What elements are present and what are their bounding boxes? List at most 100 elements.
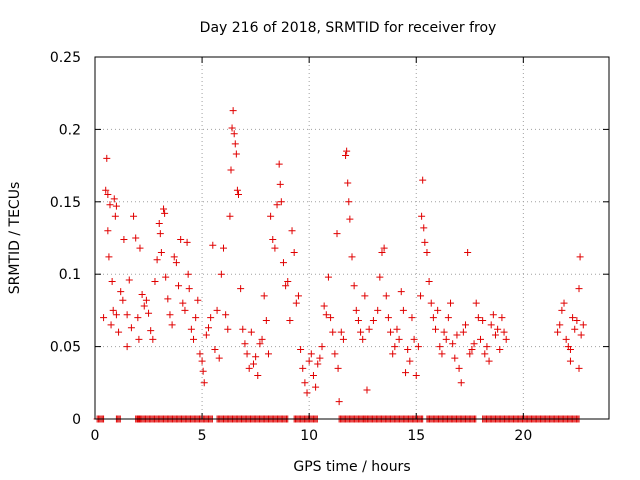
data-point: [337, 328, 345, 336]
data-point: [436, 343, 444, 351]
data-point: [380, 244, 388, 252]
data-point: [145, 309, 153, 317]
data-point: [369, 317, 377, 325]
data-point: [198, 357, 206, 365]
data-point: [425, 277, 433, 285]
data-point: [200, 379, 208, 387]
data-point: [474, 314, 482, 322]
data-point: [161, 209, 169, 217]
data-point: [438, 350, 446, 358]
data-point: [194, 296, 202, 304]
data-point: [489, 311, 497, 319]
data-point: [491, 331, 499, 339]
data-point: [402, 369, 410, 377]
data-point: [112, 311, 120, 319]
data-point: [232, 150, 240, 158]
data-point: [378, 248, 386, 256]
data-point: [391, 343, 399, 351]
data-point: [393, 325, 401, 333]
data-point: [130, 212, 138, 220]
data-point: [185, 285, 193, 293]
data-point: [175, 282, 183, 290]
data-point: [566, 345, 574, 353]
data-point: [429, 314, 437, 322]
data-point: [199, 367, 207, 375]
data-point: [404, 345, 412, 353]
x-tick-label: 20: [514, 428, 532, 444]
data-point: [562, 335, 570, 343]
data-point: [297, 345, 305, 353]
data-point: [106, 201, 114, 209]
data-point: [166, 311, 174, 319]
data-point: [496, 345, 504, 353]
data-point: [316, 354, 324, 362]
data-point: [451, 354, 459, 362]
data-point: [434, 306, 442, 314]
data-point: [397, 288, 405, 296]
data-point: [243, 350, 251, 358]
data-point: [420, 224, 428, 232]
data-point: [284, 277, 292, 285]
data-point: [226, 212, 234, 220]
data-point: [485, 357, 493, 365]
data-point: [237, 285, 245, 293]
data-point: [350, 282, 358, 290]
data-point: [329, 328, 337, 336]
data-point: [344, 179, 352, 187]
data-point: [566, 357, 574, 365]
data-point: [115, 328, 123, 336]
data-point: [120, 235, 128, 243]
data-point: [324, 273, 332, 281]
data-point: [305, 357, 313, 365]
data-point: [354, 317, 362, 325]
data-point: [132, 234, 140, 242]
data-point: [103, 154, 111, 162]
data-point: [245, 364, 253, 372]
data-point: [228, 124, 236, 132]
data-point: [211, 345, 219, 353]
data-point: [339, 335, 347, 343]
data-point: [498, 314, 506, 322]
y-tick-label: 0.05: [50, 340, 81, 356]
data-point: [573, 317, 581, 325]
data-point: [205, 324, 213, 332]
data-point: [256, 340, 264, 348]
data-point: [481, 350, 489, 358]
data-point: [423, 248, 431, 256]
data-point: [342, 151, 350, 159]
data-point: [269, 235, 277, 243]
data-point: [183, 238, 191, 246]
data-point: [227, 166, 235, 174]
data-point: [286, 317, 294, 325]
data-point: [252, 353, 260, 361]
data-point: [241, 340, 249, 348]
data-point: [455, 364, 463, 372]
data-point: [414, 343, 422, 351]
data-point: [147, 327, 155, 335]
data-point: [299, 364, 307, 372]
data-point: [309, 372, 317, 380]
data-point: [155, 220, 163, 228]
data-point: [247, 328, 255, 336]
data-point: [262, 317, 270, 325]
data-point: [483, 343, 491, 351]
data-point: [575, 364, 583, 372]
data-point: [558, 306, 566, 314]
data-point: [301, 379, 309, 387]
data-point: [307, 350, 315, 358]
data-point: [229, 107, 237, 115]
data-point: [382, 292, 390, 300]
data-point: [160, 205, 168, 213]
data-point: [162, 273, 170, 281]
data-point: [260, 292, 268, 300]
data-point: [449, 340, 457, 348]
data-point: [427, 299, 435, 307]
data-point: [123, 343, 131, 351]
data-point: [192, 314, 200, 322]
data-point: [258, 335, 266, 343]
data-point: [233, 186, 241, 194]
data-point: [264, 350, 272, 358]
data-point: [282, 282, 290, 290]
data-point: [303, 389, 311, 397]
y-tick-label: 0: [72, 412, 81, 428]
